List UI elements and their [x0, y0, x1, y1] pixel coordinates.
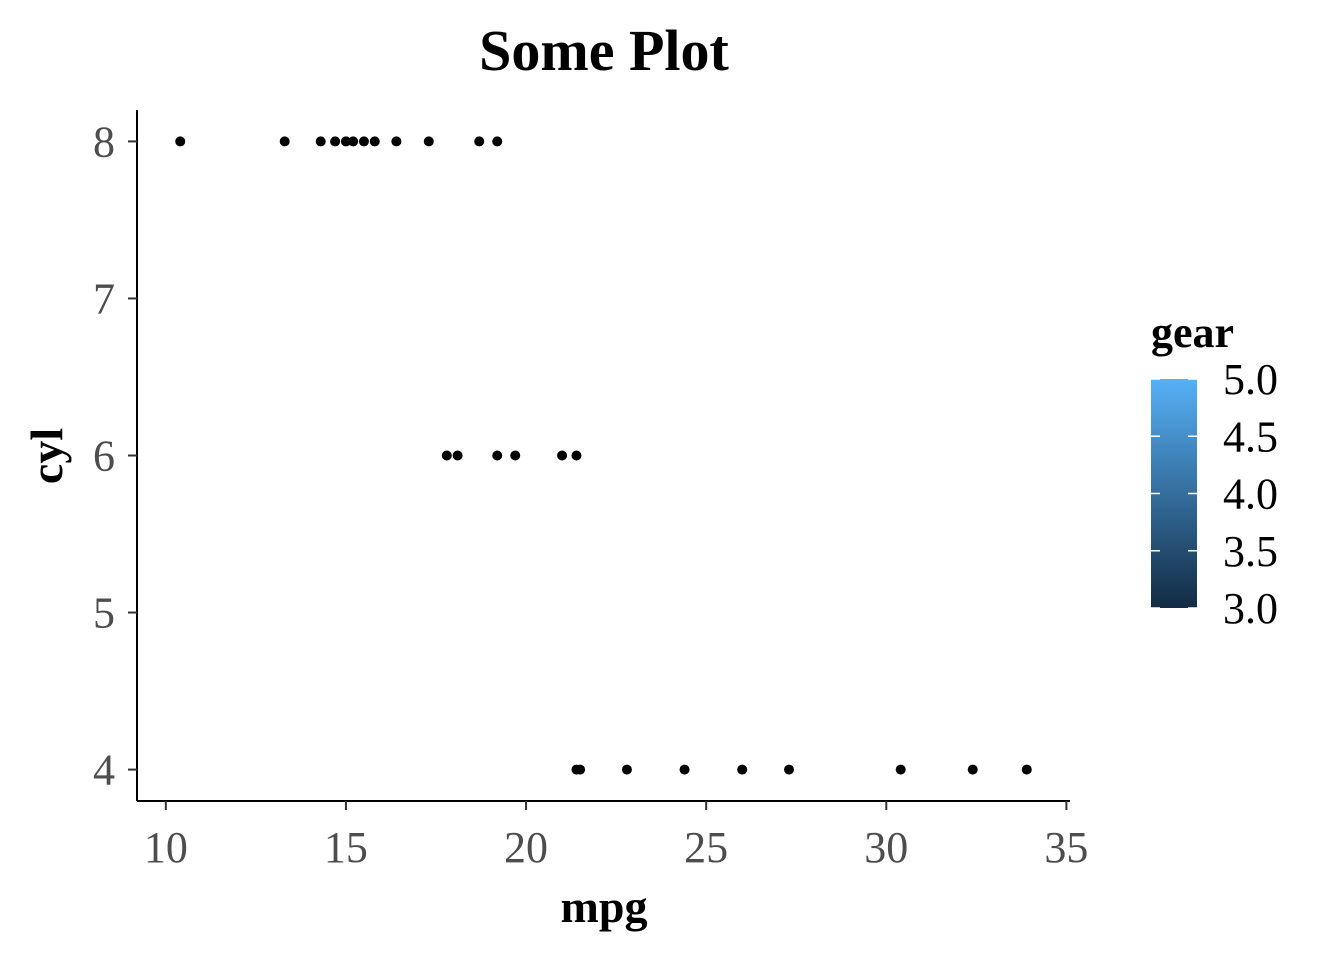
- data-point: [1021, 764, 1032, 775]
- x-tick-label: 25: [684, 823, 728, 872]
- legend: gear 5.0 4.5 4.0 3.5 3.0: [1151, 308, 1278, 633]
- legend-tick-label: 3.5: [1223, 527, 1278, 576]
- x-tick-label: 30: [864, 823, 908, 872]
- legend-tick-label: 5.0: [1223, 355, 1278, 404]
- y-tick-label: 6: [93, 432, 115, 481]
- data-point: [441, 450, 452, 461]
- data-point: [737, 764, 748, 775]
- y-axis-ticks: 4 5 6 7 8: [93, 117, 137, 795]
- data-point: [679, 764, 690, 775]
- data-point: [895, 764, 906, 775]
- x-tick-label: 20: [504, 823, 548, 872]
- data-point: [967, 764, 978, 775]
- x-tick-label: 35: [1044, 823, 1088, 872]
- x-tick-label: 10: [144, 823, 188, 872]
- y-axis-title: cyl: [21, 428, 72, 484]
- data-points: [175, 136, 1032, 775]
- legend-tick-label: 4.0: [1223, 470, 1278, 519]
- data-point: [492, 136, 503, 147]
- data-point: [557, 450, 568, 461]
- legend-tick-label: 4.5: [1223, 412, 1278, 461]
- data-point: [330, 136, 341, 147]
- data-point: [474, 136, 485, 147]
- data-point: [492, 450, 503, 461]
- data-point: [391, 136, 402, 147]
- data-point: [315, 136, 326, 147]
- y-tick-label: 4: [93, 746, 115, 795]
- data-point: [369, 136, 380, 147]
- legend-ticks: 5.0 4.5 4.0 3.5 3.0: [1151, 355, 1278, 633]
- data-point: [423, 136, 434, 147]
- data-point: [348, 136, 359, 147]
- x-tick-label: 15: [324, 823, 368, 872]
- data-point: [575, 764, 586, 775]
- data-point: [571, 450, 582, 461]
- data-point: [358, 136, 369, 147]
- data-point: [340, 136, 351, 147]
- data-point: [784, 764, 795, 775]
- chart-title: Some Plot: [479, 18, 729, 83]
- y-tick-label: 8: [93, 117, 115, 166]
- data-point: [621, 764, 632, 775]
- legend-tick-label: 3.0: [1223, 584, 1278, 633]
- x-axis-title: mpg: [561, 881, 648, 932]
- y-tick-label: 7: [93, 274, 115, 323]
- legend-title: gear: [1151, 308, 1234, 357]
- y-tick-label: 5: [93, 589, 115, 638]
- data-point: [175, 136, 186, 147]
- data-point: [279, 136, 290, 147]
- data-point: [510, 450, 521, 461]
- data-point: [452, 450, 463, 461]
- x-axis-ticks: 10 15 20 25 30 35: [144, 801, 1088, 872]
